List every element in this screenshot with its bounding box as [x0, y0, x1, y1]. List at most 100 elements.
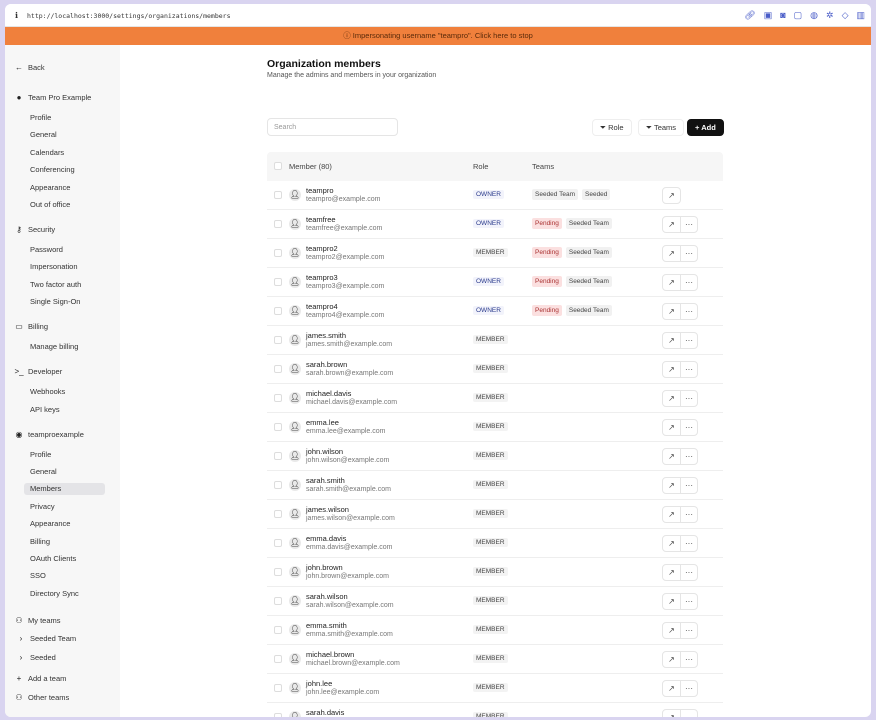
sidebar-item-directory-sync[interactable]: Directory Sync — [30, 588, 79, 600]
row-checkbox[interactable] — [274, 655, 282, 663]
row-checkbox[interactable] — [274, 336, 282, 344]
more-icon[interactable]: ··· — [680, 304, 697, 319]
external-link-icon[interactable]: ↗ — [668, 249, 675, 258]
more-icon[interactable]: ··· — [680, 362, 697, 377]
sidebar-team-seeded[interactable]: › Seeded — [20, 652, 56, 664]
sidebar-item-sso[interactable]: SSO — [30, 570, 46, 582]
row-checkbox[interactable] — [274, 568, 282, 576]
more-icon[interactable]: ··· — [680, 449, 697, 464]
search-input[interactable]: Search — [267, 118, 398, 136]
info-icon[interactable]: ℹ — [15, 11, 19, 20]
teams-filter-button[interactable]: ⏷ Teams — [638, 119, 685, 136]
row-checkbox[interactable] — [274, 626, 282, 634]
window-icon[interactable]: ▢ — [793, 10, 803, 20]
external-link-icon[interactable]: ↗ — [668, 597, 675, 606]
row-checkbox[interactable] — [274, 394, 282, 402]
sidebar-item-oauth-clients[interactable]: OAuth Clients — [30, 553, 76, 565]
more-icon[interactable]: ··· — [680, 246, 697, 261]
more-icon[interactable]: ··· — [680, 681, 697, 696]
header-member[interactable]: Member (80) — [289, 162, 332, 171]
external-link-icon[interactable]: ↗ — [668, 394, 675, 403]
sidebar-item-calendars[interactable]: Calendars — [30, 147, 64, 159]
sidebar-team-seeded-team[interactable]: › Seeded Team — [20, 633, 77, 645]
more-icon[interactable]: ··· — [680, 333, 697, 348]
sidebar-item-two-factor-auth[interactable]: Two factor auth — [30, 279, 81, 291]
more-icon[interactable]: ··· — [680, 594, 697, 609]
more-icon[interactable]: ··· — [680, 710, 697, 717]
sidebar-item-conferencing[interactable]: Conferencing — [30, 164, 75, 176]
row-checkbox[interactable] — [274, 539, 282, 547]
row-checkbox[interactable] — [274, 278, 282, 286]
external-link-icon[interactable]: ↗ — [668, 684, 675, 693]
more-icon[interactable]: ··· — [680, 391, 697, 406]
sidebar-item-profile[interactable]: Profile — [30, 112, 51, 124]
row-checkbox[interactable] — [274, 713, 282, 717]
sidebar-item-appearance[interactable]: Appearance — [30, 182, 70, 194]
sidebar-item-password[interactable]: Password — [30, 244, 63, 256]
more-icon[interactable]: ··· — [680, 275, 697, 290]
more-icon[interactable]: ··· — [680, 478, 697, 493]
sidebar-item-impersonation[interactable]: Impersonation — [30, 261, 78, 273]
row-checkbox[interactable] — [274, 597, 282, 605]
external-link-icon[interactable]: ↗ — [668, 336, 675, 345]
external-link-icon[interactable]: ↗ — [668, 452, 675, 461]
more-icon[interactable]: ··· — [680, 536, 697, 551]
external-link-icon[interactable]: ↗ — [668, 481, 675, 490]
sidebar-other-teams[interactable]: ⚇ Other teams — [15, 692, 69, 704]
sidebar-item-profile[interactable]: Profile — [30, 449, 51, 461]
add-member-button[interactable]: + Add — [687, 119, 724, 136]
external-link-icon[interactable]: ↗ — [668, 307, 675, 316]
more-icon[interactable]: ··· — [680, 623, 697, 638]
external-link-icon[interactable]: ↗ — [668, 655, 675, 664]
row-checkbox[interactable] — [274, 452, 282, 460]
row-checkbox[interactable] — [274, 481, 282, 489]
external-link-icon[interactable]: ↗ — [668, 423, 675, 432]
row-checkbox[interactable] — [274, 249, 282, 257]
sidebar-item-members[interactable]: Members — [24, 483, 105, 496]
external-link-icon[interactable]: ↗ — [668, 220, 675, 229]
sidebar-item-out-of-office[interactable]: Out of office — [30, 199, 70, 211]
more-icon[interactable]: ··· — [680, 217, 697, 232]
sidebar-item-general[interactable]: General — [30, 466, 57, 478]
external-link-icon[interactable]: ↗ — [668, 626, 675, 635]
external-link-icon[interactable]: ↗ — [668, 278, 675, 287]
settings-icon[interactable]: ✲ — [826, 10, 834, 20]
external-link-icon[interactable]: ↗ — [668, 365, 675, 374]
select-all-checkbox[interactable] — [274, 162, 282, 170]
role-filter-button[interactable]: ⏷ Role — [592, 119, 632, 136]
sidebar-item-api-keys[interactable]: API keys — [30, 404, 60, 416]
row-checkbox[interactable] — [274, 423, 282, 431]
code-icon[interactable]: ◇ — [841, 10, 849, 20]
sidebar-item-general[interactable]: General — [30, 129, 57, 141]
row-checkbox[interactable] — [274, 191, 282, 199]
row-checkbox[interactable] — [274, 365, 282, 373]
sidebar-my-teams[interactable]: ⚇ My teams — [15, 615, 60, 627]
external-link-icon[interactable]: ↗ — [668, 191, 675, 200]
screenshot-icon[interactable]: ▣ — [763, 10, 773, 20]
row-checkbox[interactable] — [274, 684, 282, 692]
row-checkbox[interactable] — [274, 510, 282, 518]
external-link-icon[interactable]: ↗ — [668, 568, 675, 577]
sidebar-item-billing[interactable]: Billing — [30, 536, 50, 548]
sidebar-item-appearance[interactable]: Appearance — [30, 518, 70, 530]
impersonation-banner[interactable]: ⓘ Impersonating username "teampro". Clic… — [5, 27, 871, 45]
add-team-link[interactable]: + Add a team — [17, 673, 67, 685]
camera-icon[interactable]: ◙ — [780, 10, 786, 20]
header-role[interactable]: Role — [473, 162, 489, 171]
banner-text[interactable]: Impersonating username "teampro". Click … — [352, 31, 533, 40]
link-icon[interactable]: 🔗︎ — [744, 10, 756, 20]
more-icon[interactable]: ··· — [680, 565, 697, 580]
globe-icon[interactable]: ◍ — [810, 10, 819, 20]
header-teams[interactable]: Teams — [532, 162, 555, 171]
back-link[interactable]: ← Back — [15, 62, 45, 74]
sidebar-item-webhooks[interactable]: Webhooks — [30, 386, 65, 398]
sidebar-item-privacy[interactable]: Privacy — [30, 501, 55, 513]
sidebar-item-single-sign-on[interactable]: Single Sign-On — [30, 296, 80, 308]
more-icon[interactable]: ··· — [680, 652, 697, 667]
row-checkbox[interactable] — [274, 307, 282, 315]
sidebar-item-manage-billing[interactable]: Manage billing — [30, 341, 78, 353]
row-checkbox[interactable] — [274, 220, 282, 228]
sidebar-toggle-icon[interactable]: ▥ — [856, 10, 865, 20]
more-icon[interactable]: ··· — [680, 507, 697, 522]
external-link-icon[interactable]: ↗ — [663, 710, 680, 717]
